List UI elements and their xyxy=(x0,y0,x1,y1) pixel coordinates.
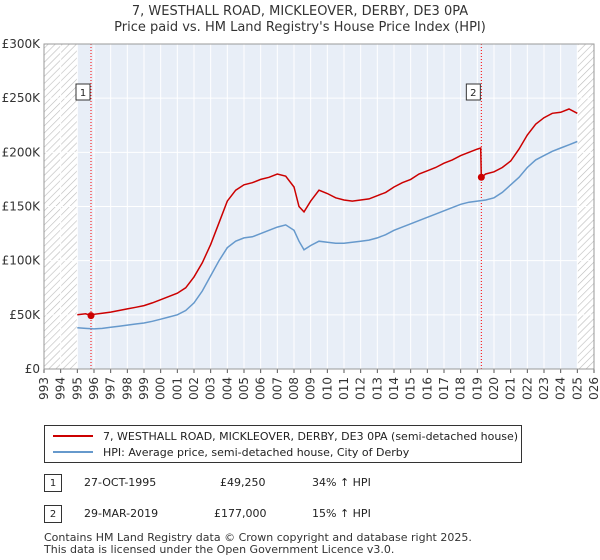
sale-point xyxy=(87,312,95,320)
x-tick-label: 2022 xyxy=(520,377,534,400)
x-tick-label: 2002 xyxy=(187,377,201,400)
legend-label-property: 7, WESTHALL ROAD, MICKLEOVER, DERBY, DE3… xyxy=(103,429,519,443)
y-tick-label: £250K xyxy=(2,91,42,105)
transaction-price: £177,000 xyxy=(214,507,267,520)
x-tick-label: 2025 xyxy=(570,377,584,400)
y-tick-label: £200K xyxy=(2,145,42,159)
footer-copyright: Contains HM Land Registry data © Crown c… xyxy=(44,531,472,544)
series-line xyxy=(77,108,578,317)
sale-point xyxy=(477,173,485,181)
transaction-date: 27-OCT-1995 xyxy=(84,476,157,489)
legend: 7, WESTHALL ROAD, MICKLEOVER, DERBY, DE3… xyxy=(44,425,522,463)
plot-border xyxy=(43,43,595,370)
x-tick-label: 2007 xyxy=(270,377,284,400)
x-tick-label: 2013 xyxy=(370,377,384,400)
x-tick-label: 2016 xyxy=(420,377,434,400)
x-tick-label: 1996 xyxy=(87,377,101,400)
x-tick-label: 2023 xyxy=(537,377,551,400)
legend-label-hpi: HPI: Average price, semi-detached house,… xyxy=(103,445,410,459)
transaction-price: £49,250 xyxy=(220,476,266,489)
transaction-hpi: 34% ↑ HPI xyxy=(312,476,371,489)
series-line xyxy=(77,140,578,330)
x-tick-label: 2019 xyxy=(470,377,484,400)
legend-swatch-hpi xyxy=(53,451,93,453)
y-tick-label: £300K xyxy=(2,37,42,51)
x-tick-label: 1998 xyxy=(120,377,134,400)
transaction-date: 29-MAR-2019 xyxy=(84,507,159,520)
x-tick-label: 1997 xyxy=(104,377,118,400)
chart-title: 7, WESTHALL ROAD, MICKLEOVER, DERBY, DE3… xyxy=(131,4,469,19)
x-tick-label: 2021 xyxy=(504,377,518,400)
x-tick-label: 2005 xyxy=(237,377,251,400)
transaction-badge: 1 xyxy=(44,474,62,492)
y-tick-label: £0 xyxy=(25,362,40,376)
legend-item-property: 7, WESTHALL ROAD, MICKLEOVER, DERBY, DE3… xyxy=(53,428,518,444)
x-tick-label: 2001 xyxy=(170,377,184,400)
x-tick-label: 2008 xyxy=(287,377,301,400)
marker-label: 1 xyxy=(80,88,86,99)
x-tick-label: 1999 xyxy=(137,377,151,400)
x-tick-label: 1994 xyxy=(54,377,68,400)
legend-item-hpi: HPI: Average price, semi-detached house,… xyxy=(53,444,409,460)
transaction-hpi: 15% ↑ HPI xyxy=(312,507,371,520)
y-tick-label: £150K xyxy=(2,200,42,214)
marker-label: 2 xyxy=(470,88,476,99)
x-tick-label: 2012 xyxy=(354,377,368,400)
x-tick-label: 2024 xyxy=(554,377,568,400)
x-tick-label: 2010 xyxy=(320,377,334,400)
y-tick-label: £50K xyxy=(9,308,41,322)
x-tick-label: 2020 xyxy=(487,377,501,400)
marker-box xyxy=(75,83,91,101)
x-tick-label: 2000 xyxy=(154,377,168,400)
footer-license: This data is licensed under the Open Gov… xyxy=(44,543,395,556)
x-tick-label: 1993 xyxy=(37,377,51,400)
x-tick-label: 2009 xyxy=(304,377,318,400)
legend-swatch-property xyxy=(53,435,93,437)
x-tick-label: 2006 xyxy=(254,377,268,400)
x-tick-label: 2026 xyxy=(587,377,600,400)
transaction-badge: 2 xyxy=(44,505,62,523)
x-tick-label: 2017 xyxy=(437,377,451,400)
y-tick-label: £100K xyxy=(2,254,42,268)
x-tick-label: 2018 xyxy=(454,377,468,400)
x-tick-label: 2014 xyxy=(387,377,401,400)
x-tick-label: 2011 xyxy=(337,377,351,400)
x-tick-label: 2003 xyxy=(204,377,218,400)
marker-box xyxy=(465,83,481,101)
x-tick-label: 2004 xyxy=(220,377,234,400)
chart-subtitle: Price paid vs. HM Land Registry's House … xyxy=(114,20,486,35)
x-tick-label: 1995 xyxy=(70,377,84,400)
x-tick-label: 2015 xyxy=(404,377,418,400)
